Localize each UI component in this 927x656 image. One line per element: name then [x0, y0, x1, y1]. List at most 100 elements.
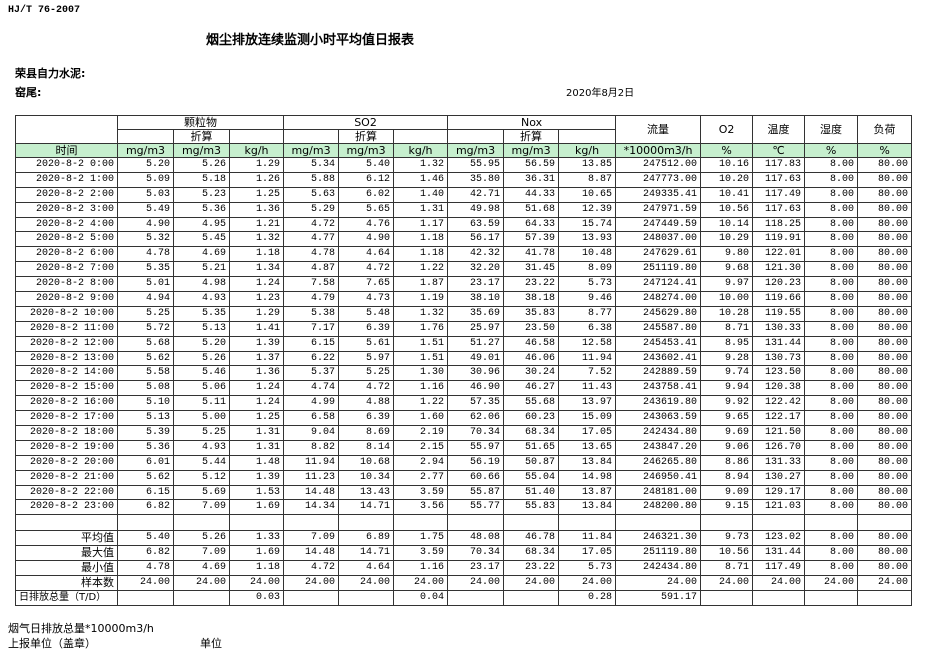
group-header: 颗粒物 [116, 115, 285, 130]
value-cell: 55.77 [447, 499, 505, 516]
value-cell: 5.11 [173, 395, 230, 412]
summary-value [283, 590, 340, 607]
summary-value: 17.05 [558, 545, 617, 562]
value-cell: 5.10 [117, 395, 174, 412]
time-cell: 2020-8-2 2:00 [15, 186, 118, 203]
value-cell: 13.65 [558, 439, 617, 456]
value-cell: 13.84 [558, 499, 617, 516]
header-cell [228, 129, 285, 144]
time-cell: 2020-8-2 22:00 [15, 484, 118, 501]
value-cell: 6.39 [338, 320, 395, 337]
value-cell: 8.09 [558, 261, 617, 278]
value-cell: 247971.59 [615, 201, 702, 218]
value-cell: 2.19 [393, 425, 449, 441]
value-cell: 9.69 [700, 425, 754, 441]
value-cell: 55.68 [503, 395, 560, 412]
value-cell: 8.00 [804, 261, 859, 278]
value-cell: 130.33 [752, 320, 806, 337]
table-row: 2020-8-2 20:00 6.01 5.44 1.48 11.94 10.68 2.94… [15, 454, 913, 471]
value-cell: 3.56 [393, 499, 449, 516]
value-cell: 6.02 [338, 186, 395, 203]
value-cell: 10.68 [338, 454, 395, 471]
value-cell: 80.00 [857, 469, 913, 486]
summary-value [700, 590, 754, 607]
value-cell: 4.78 [283, 246, 340, 263]
value-cell: 6.58 [283, 410, 340, 427]
unit-label: 单位 [200, 637, 222, 650]
value-cell: 10.41 [700, 186, 754, 203]
value-cell: 1.19 [393, 291, 449, 307]
empty-cell [503, 514, 560, 532]
value-cell: 35.83 [503, 305, 560, 322]
value-cell: 248200.80 [615, 499, 702, 516]
value-cell: 5.69 [173, 484, 230, 501]
value-cell: 5.68 [117, 335, 174, 352]
value-cell: 80.00 [857, 439, 913, 456]
value-cell: 5.12 [173, 469, 230, 486]
value-cell: 247512.00 [615, 157, 702, 173]
value-cell: 1.30 [393, 365, 449, 382]
unit-header: ℃ [752, 143, 806, 158]
summary-label: 日排放总量（T/D） [15, 590, 118, 607]
summary-value: 117.49 [752, 560, 806, 577]
value-cell: 4.69 [173, 246, 230, 263]
value-cell: 4.87 [283, 261, 340, 278]
summary-value: 5.73 [558, 560, 617, 577]
empty-cell [447, 514, 505, 532]
table-row: 2020-8-2 6:00 4.78 4.69 1.18 4.78 4.64 1.18 42.… [15, 246, 913, 263]
value-cell: 5.44 [173, 454, 230, 471]
value-cell: 80.00 [857, 320, 913, 337]
value-cell: 60.66 [447, 469, 505, 486]
value-cell: 17.05 [558, 425, 617, 441]
unit-header: % [804, 143, 859, 158]
value-cell: 122.17 [752, 410, 806, 427]
summary-value: 10.56 [700, 545, 754, 562]
report-date: 2020年8月2日 [566, 88, 635, 99]
value-cell: 1.24 [228, 395, 285, 412]
column-header: 湿度 [804, 115, 859, 144]
summary-value: 5.40 [117, 530, 174, 547]
value-cell: 46.90 [447, 380, 505, 397]
time-cell: 2020-8-2 15:00 [15, 380, 118, 397]
summary-value: 24.00 [558, 575, 617, 592]
summary-value: 23.17 [447, 560, 505, 577]
value-cell: 117.63 [752, 171, 806, 188]
value-cell: 1.39 [228, 335, 285, 352]
summary-value: 1.18 [228, 560, 285, 577]
value-cell: 1.31 [393, 201, 449, 218]
empty-cell [393, 514, 449, 532]
empty-cell [615, 514, 702, 532]
summary-value: 4.64 [338, 560, 395, 577]
value-cell: 6.12 [338, 171, 395, 188]
value-cell: 117.83 [752, 157, 806, 173]
value-cell: 251119.80 [615, 261, 702, 278]
value-cell: 5.40 [338, 157, 395, 173]
value-cell: 46.27 [503, 380, 560, 397]
value-cell: 6.15 [117, 484, 174, 501]
summary-value: 24.00 [117, 575, 174, 592]
value-cell: 243847.20 [615, 439, 702, 456]
value-cell: 3.59 [393, 484, 449, 501]
value-cell: 55.87 [447, 484, 505, 501]
value-cell: 242434.80 [615, 425, 702, 441]
value-cell: 4.99 [283, 395, 340, 412]
value-cell: 119.66 [752, 291, 806, 307]
summary-value: 24.00 [338, 575, 395, 592]
summary-value: 7.09 [173, 545, 230, 562]
value-cell: 46.58 [503, 335, 560, 352]
header-cell [283, 129, 340, 144]
value-cell: 5.01 [117, 276, 174, 293]
value-cell: 6.01 [117, 454, 174, 471]
value-cell: 51.27 [447, 335, 505, 352]
value-cell: 56.17 [447, 231, 505, 248]
empty-cell [338, 514, 395, 532]
value-cell: 5.25 [338, 365, 395, 382]
value-cell: 1.48 [228, 454, 285, 471]
value-cell: 38.18 [503, 291, 560, 307]
time-cell: 2020-8-2 13:00 [15, 350, 118, 367]
value-cell: 1.26 [228, 171, 285, 188]
empty-cell [752, 514, 806, 532]
value-cell: 80.00 [857, 201, 913, 218]
value-cell: 80.00 [857, 186, 913, 203]
value-cell: 1.46 [393, 171, 449, 188]
